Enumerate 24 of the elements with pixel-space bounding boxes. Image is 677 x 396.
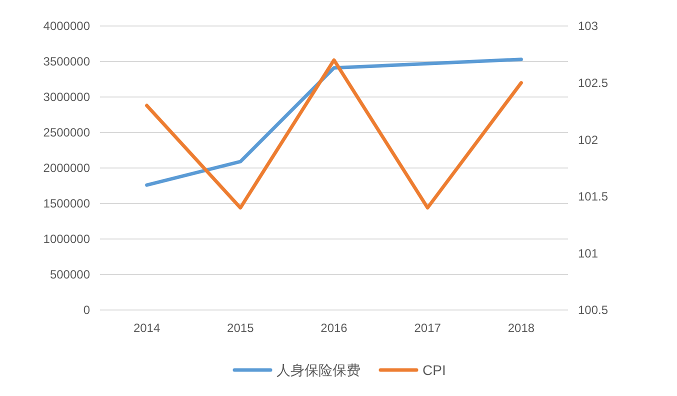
x-tick-label: 2018 [508, 321, 535, 335]
y-tick-label: 3000000 [43, 90, 90, 104]
y2-tick-label: 100.5 [578, 303, 608, 318]
y-tick-label: 0 [83, 303, 90, 318]
y2-tick-label: 102 [578, 132, 598, 147]
legend-label: 人身保险保费 [276, 362, 360, 378]
x-tick-label: 2017 [414, 321, 442, 335]
line-series [145, 58, 523, 210]
y-tick-label: 2500000 [43, 126, 90, 140]
y-tick-label: 500000 [50, 268, 90, 282]
y2-tick-label: 103 [578, 19, 598, 34]
legend-label: CPI [422, 362, 446, 378]
x-tick-label: 2016 [320, 321, 348, 335]
y-tick-label: 4000000 [43, 19, 90, 34]
y2-tick-label: 101.5 [578, 190, 608, 204]
line-series [145, 58, 523, 187]
y-tick-label: 2000000 [43, 161, 90, 176]
y2-tick-label: 102.5 [578, 76, 608, 90]
y-tick-label: 1000000 [43, 232, 90, 246]
y-tick-label: 3500000 [43, 54, 90, 69]
x-tick-label: 2014 [133, 321, 160, 335]
y-tick-label: 1500000 [43, 196, 90, 211]
x-tick-label: 2015 [227, 321, 254, 335]
y2-tick-label: 101 [578, 246, 598, 260]
